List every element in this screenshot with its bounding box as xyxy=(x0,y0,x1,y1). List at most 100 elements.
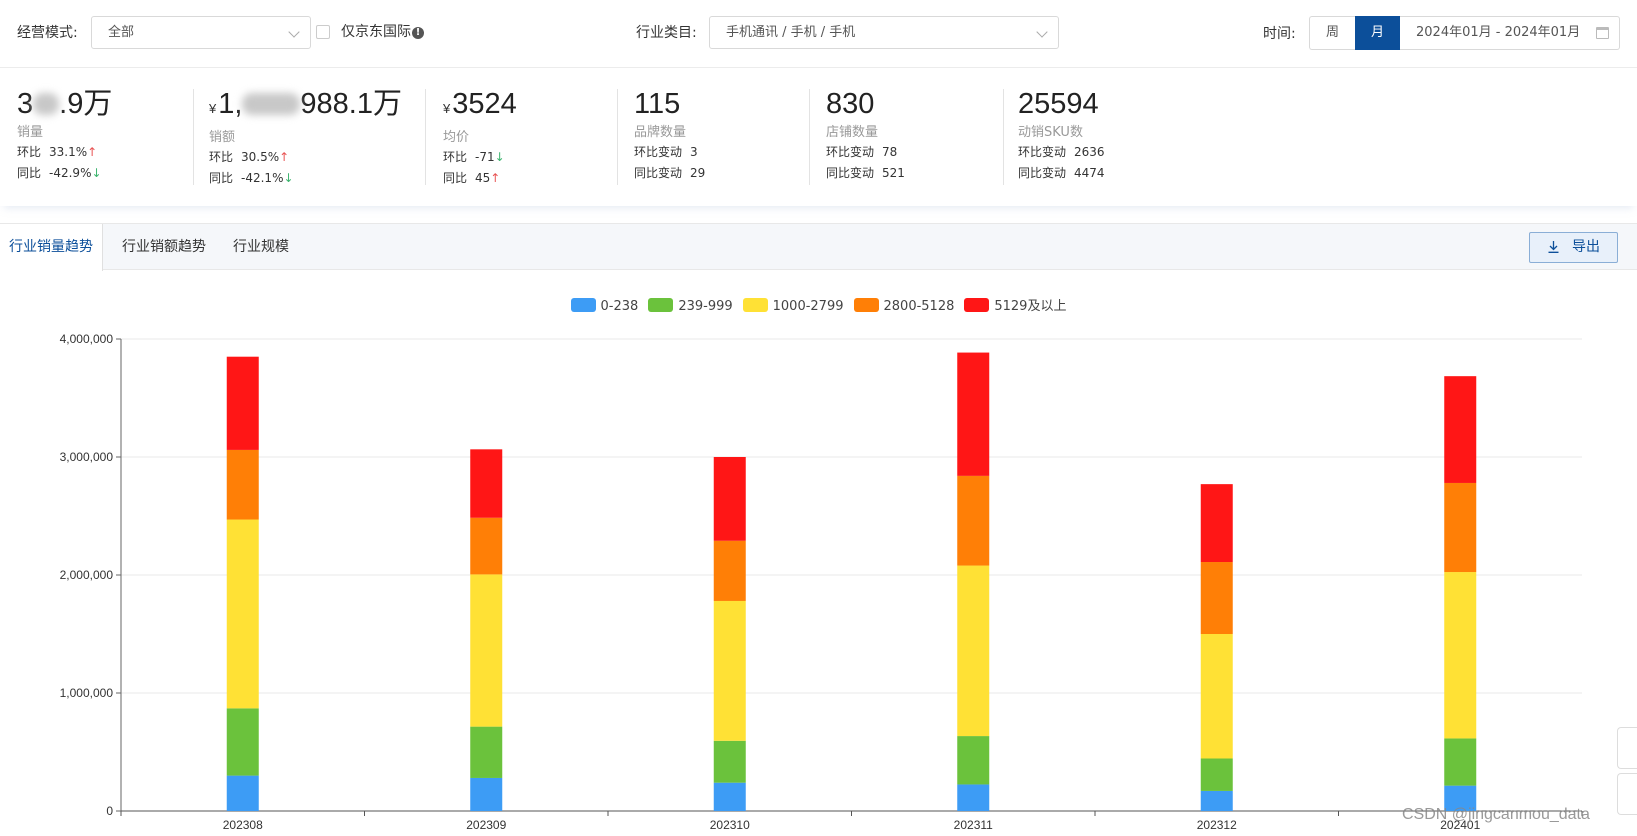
kpi-yoy-value: -42.9% xyxy=(49,166,92,180)
bar-segment xyxy=(1200,758,1233,791)
kpi-mom-row: 环比 33.1%↑ xyxy=(17,142,112,163)
kpi-band: 3.9万 销量 环比 33.1%↑ 同比 -42.9%↓ ¥1, 988.1万 销额 … xyxy=(0,69,1637,206)
kpi-yoy-value: 45 xyxy=(475,171,491,185)
tab-industry-volume-trend[interactable]: 行业销量趋势 xyxy=(0,224,103,271)
kpi-yoy-row: 同比变动 521 xyxy=(826,163,905,184)
watermark: CSDN @jingcanmou_data xyxy=(1402,806,1590,823)
kpi-name: 均价 xyxy=(443,130,470,145)
kpi-mom-row: 环比变动 78 xyxy=(826,142,905,163)
kpi-store-count: 830 店铺数量 环比变动 78 同比变动 521 xyxy=(826,87,905,187)
legend-item[interactable]: 2800-5128 xyxy=(853,298,954,314)
x-tick-label: 202310 xyxy=(710,818,750,832)
kpi-value-head: 3 xyxy=(17,88,34,120)
y-tick-label: 3,000,000 xyxy=(60,450,114,464)
date-range-picker[interactable]: 2024年01月 - 2024年01月 xyxy=(1400,16,1620,50)
kpi-divider xyxy=(425,89,426,185)
down-arrow-icon: ↓ xyxy=(283,171,294,185)
jd-intl-label: 仅京东国际! xyxy=(341,22,424,42)
kpi-divider xyxy=(809,89,810,185)
kpi-value-head: 1, xyxy=(218,88,243,120)
y-tick-label: 0 xyxy=(106,804,113,818)
kpi-sales-volume: 3 .9万 销量 环比 33.1%↑ 同比 -42.9%↓ xyxy=(17,87,112,187)
info-icon[interactable]: ! xyxy=(412,27,424,39)
period-month-button[interactable]: 月 xyxy=(1355,16,1400,50)
jd-intl-checkbox[interactable] xyxy=(316,25,330,39)
chart-tabs: 行业销量趋势 行业销额趋势 行业规模 导出 xyxy=(0,223,1637,271)
bar-segment xyxy=(957,565,990,737)
bar-segment xyxy=(1444,482,1477,573)
legend-swatch xyxy=(570,298,596,312)
bar-segment xyxy=(957,352,990,476)
legend-label: 239-999 xyxy=(678,299,733,314)
bar-segment xyxy=(1200,790,1233,811)
bar-segment xyxy=(470,777,503,811)
side-float-button[interactable] xyxy=(1617,773,1637,815)
kpi-mom-value: -71 xyxy=(475,150,495,164)
mode-label: 经营模式: xyxy=(17,25,78,41)
bar-segment xyxy=(957,475,990,566)
y-tick-label: 2,000,000 xyxy=(60,568,114,582)
kpi-mom-value: 30.5% xyxy=(241,150,280,164)
chart-legend: 0-238 239-999 1000-2799 2800-5128 5129及以上 xyxy=(0,295,1637,314)
kpi-mom-value: 33.1% xyxy=(49,145,88,159)
legend-item[interactable]: 239-999 xyxy=(648,298,733,314)
category-select[interactable]: 手机通讯 / 手机 / 手机 xyxy=(709,16,1059,49)
period-week-button[interactable]: 周 xyxy=(1309,16,1355,50)
kpi-sku-count: 25594 动销SKU数 环比变动 2636 同比变动 4474 xyxy=(1018,87,1105,187)
tab-industry-amount-trend[interactable]: 行业销额趋势 xyxy=(122,239,206,255)
legend-item[interactable]: 0-238 xyxy=(570,298,638,314)
calendar-icon xyxy=(1596,27,1609,39)
kpi-divider xyxy=(193,89,194,185)
kpi-mom-value: 78 xyxy=(882,145,898,159)
x-tick-label: 202312 xyxy=(1197,818,1237,832)
bar-segment xyxy=(1444,738,1477,786)
bar-segment xyxy=(1444,785,1477,811)
bar-segment xyxy=(957,784,990,811)
download-icon xyxy=(1548,241,1559,253)
bar-segment xyxy=(226,519,259,709)
kpi-value: 115 xyxy=(634,88,681,120)
mode-select[interactable]: 全部 xyxy=(91,16,311,49)
kpi-yoy-row: 同比变动 4474 xyxy=(1018,163,1105,184)
redacted-mask xyxy=(33,93,60,115)
legend-label: 1000-2799 xyxy=(772,299,844,314)
kpi-divider xyxy=(1003,89,1004,185)
kpi-yoy-value: 29 xyxy=(690,166,706,180)
up-arrow-icon: ↑ xyxy=(87,145,98,159)
export-button[interactable]: 导出 xyxy=(1529,232,1618,263)
x-tick-label: 202308 xyxy=(223,818,263,832)
side-float-button[interactable] xyxy=(1617,727,1637,769)
tab-industry-scale[interactable]: 行业规模 xyxy=(233,239,289,255)
legend-item[interactable]: 5129及以上 xyxy=(964,295,1066,314)
bar-segment xyxy=(226,449,259,520)
kpi-mom-value: 3 xyxy=(690,145,698,159)
legend-item[interactable]: 1000-2799 xyxy=(742,298,844,314)
kpi-value-number: 3524 xyxy=(452,88,517,120)
bar-segment xyxy=(470,574,503,727)
bar-segment xyxy=(470,517,503,575)
kpi-value: 3 .9万 xyxy=(17,87,112,121)
bar-segment xyxy=(957,736,990,785)
legend-swatch xyxy=(964,298,990,312)
kpi-avg-price: ¥3524 均价 环比 -71↓ 同比 45↑ xyxy=(443,87,517,187)
kpi-divider xyxy=(617,89,618,185)
date-range-value: 2024年01月 - 2024年01月 xyxy=(1416,25,1581,40)
bar-segment xyxy=(1200,484,1233,563)
kpi-mom-label: 环比变动 xyxy=(826,145,875,159)
kpi-yoy-label: 同比变动 xyxy=(634,166,683,180)
kpi-mom-value: 2636 xyxy=(1074,145,1105,159)
kpi-mom-label: 环比 xyxy=(17,145,42,159)
bar-segment xyxy=(713,740,746,783)
bar-segment xyxy=(713,457,746,541)
kpi-name: 销量 xyxy=(17,125,44,140)
kpi-yoy-row: 同比 45↑ xyxy=(443,168,517,189)
y-tick-label: 4,000,000 xyxy=(60,332,114,346)
kpi-value: ¥1, 988.1万 xyxy=(209,87,402,126)
bar-segment xyxy=(713,540,746,601)
kpi-value: 25594 xyxy=(1018,88,1099,120)
kpi-value: 830 xyxy=(826,88,875,120)
kpi-brand-count: 115 品牌数量 环比变动 3 同比变动 29 xyxy=(634,87,705,187)
kpi-mom-row: 环比变动 3 xyxy=(634,142,705,163)
bar-segment xyxy=(713,782,746,811)
kpi-sales-amount: ¥1, 988.1万 销额 环比 30.5%↑ 同比 -42.1%↓ xyxy=(209,87,402,187)
